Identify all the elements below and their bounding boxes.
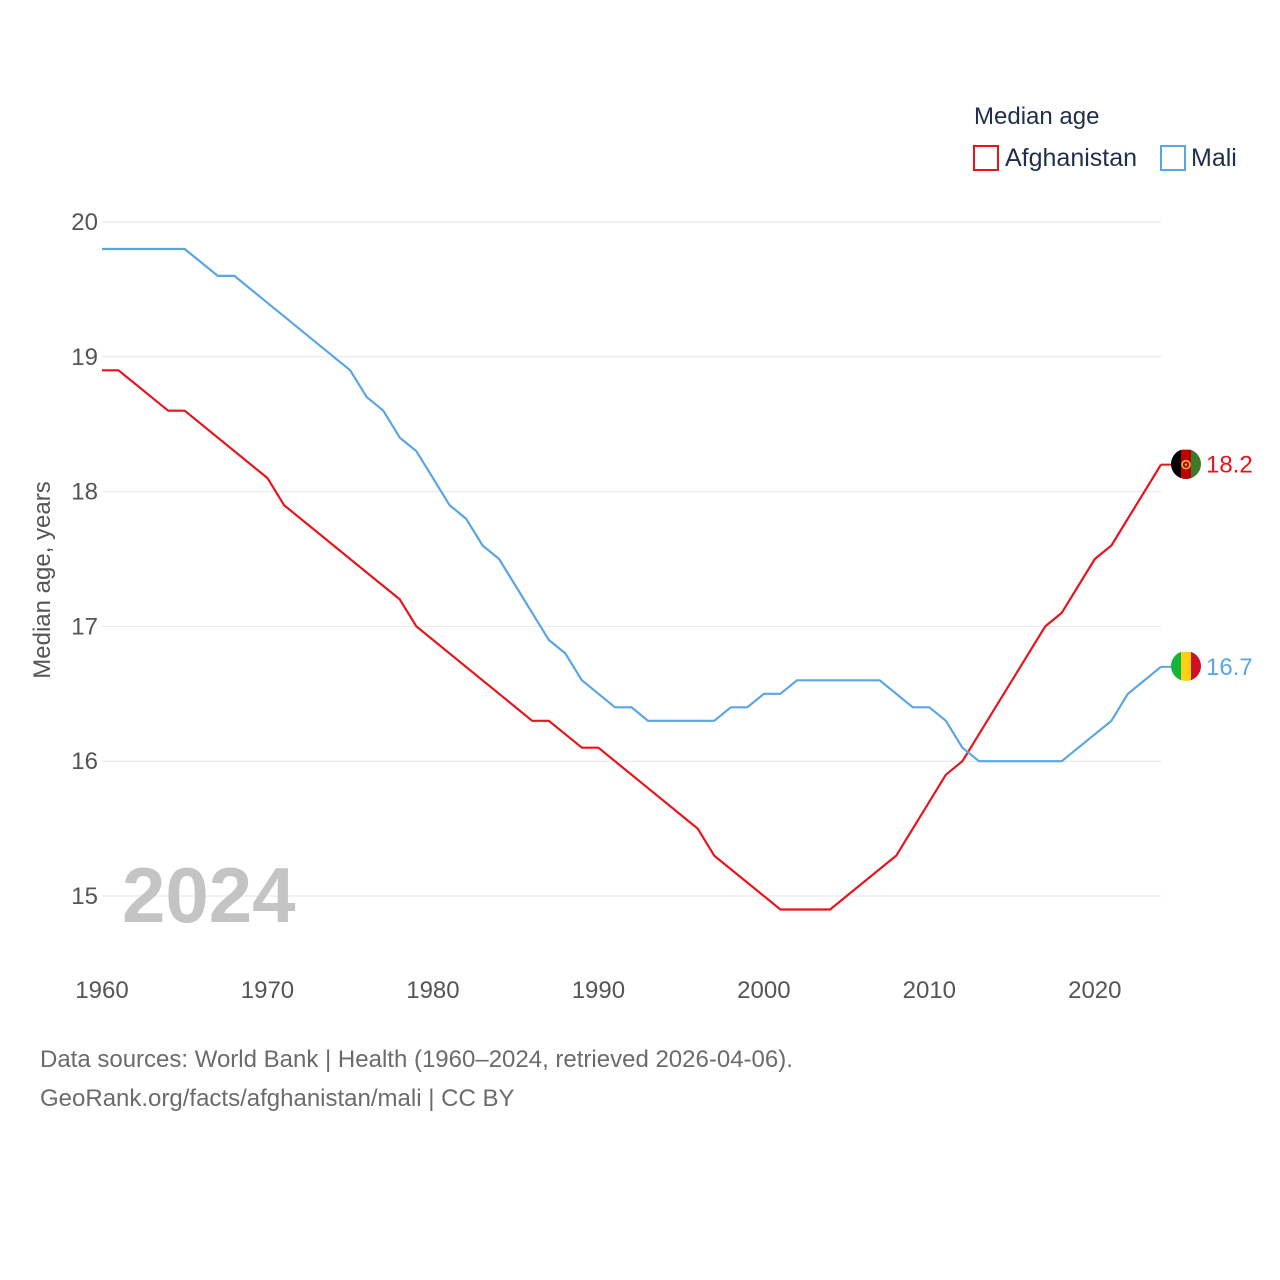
y-tick-label: 15 bbox=[71, 883, 98, 910]
x-tick-label: 1960 bbox=[75, 977, 128, 1004]
median-age-chart: 15 16 17 18 19 20 1960 1970 1980 1990 2000 2010 202… bbox=[29, 103, 1253, 1004]
year-label: 2024 bbox=[122, 851, 296, 939]
legend-title: Median age bbox=[974, 103, 1099, 130]
x-tick-label: 2010 bbox=[903, 977, 956, 1004]
legend-swatch-afghanistan bbox=[973, 145, 999, 171]
y-axis-ticks: 15 16 17 18 19 20 bbox=[71, 209, 98, 910]
end-value-label-afghanistan: 18.2 bbox=[1206, 452, 1253, 479]
legend-item-afghanistan[interactable]: Afghanistan bbox=[973, 144, 1137, 172]
x-axis-ticks: 1960 1970 1980 1990 2000 2010 2020 bbox=[75, 977, 1121, 1004]
legend-label-afghanistan: Afghanistan bbox=[1005, 144, 1137, 172]
series-lines bbox=[102, 247, 1162, 911]
y-tick-label: 16 bbox=[71, 748, 98, 775]
y-tick-label: 18 bbox=[71, 479, 98, 506]
y-tick-label: 20 bbox=[71, 209, 98, 236]
mali-flag-icon bbox=[1171, 651, 1201, 681]
afghanistan-flag-icon bbox=[1171, 449, 1201, 479]
legend-item-mali[interactable]: Mali bbox=[1160, 144, 1237, 172]
grid-lines bbox=[102, 221, 1161, 897]
data-source-text: Data sources: World Bank | Health (1960–… bbox=[40, 1046, 793, 1073]
source-link[interactable]: GeoRank.org/facts/afghanistan/mali | CC … bbox=[40, 1085, 515, 1112]
x-tick-label: 1980 bbox=[406, 977, 459, 1004]
y-tick-label: 19 bbox=[71, 344, 98, 371]
legend-label-mali: Mali bbox=[1191, 144, 1237, 172]
y-axis-title: Median age, years bbox=[29, 481, 56, 678]
series-line-mali[interactable] bbox=[102, 247, 1162, 763]
end-value-label-mali: 16.7 bbox=[1206, 654, 1253, 681]
x-tick-label: 2000 bbox=[737, 977, 790, 1004]
x-tick-label: 1970 bbox=[241, 977, 294, 1004]
series-line-afghanistan[interactable] bbox=[102, 369, 1162, 911]
x-tick-label: 2020 bbox=[1068, 977, 1121, 1004]
series-end-markers: 18.2 16.7 bbox=[1161, 449, 1253, 681]
y-tick-label: 17 bbox=[71, 613, 98, 640]
legend-swatch-mali bbox=[1160, 145, 1186, 171]
x-tick-label: 1990 bbox=[572, 977, 625, 1004]
